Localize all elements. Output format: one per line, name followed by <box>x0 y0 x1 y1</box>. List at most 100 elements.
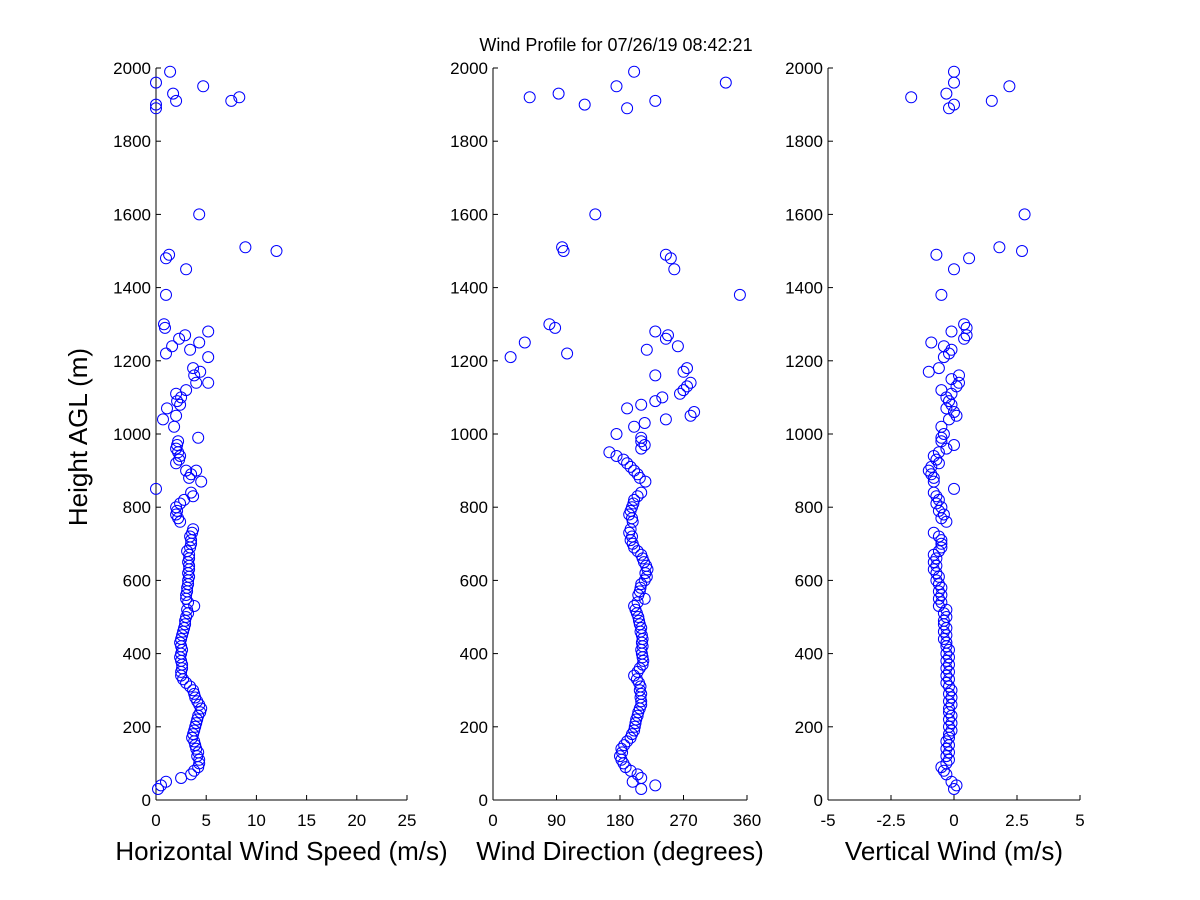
data-point <box>628 420 641 433</box>
y-axis-label: Height AGL (m) <box>63 348 93 526</box>
data-point <box>635 772 648 784</box>
data-point <box>1018 208 1031 221</box>
x-tick-label: 0 <box>949 811 958 830</box>
data-point <box>185 768 198 781</box>
data-point <box>922 464 935 477</box>
data-point <box>166 340 179 353</box>
data-point <box>950 409 963 422</box>
y-tick-label: 1200 <box>785 352 823 371</box>
data-point <box>615 742 628 755</box>
data-point <box>930 490 943 503</box>
data-point <box>943 728 955 741</box>
x-axis-label-wind-direction: Wind Direction (degrees) <box>476 836 764 866</box>
data-point <box>626 728 638 741</box>
data-point <box>635 431 648 444</box>
data-point <box>171 395 184 408</box>
data-point <box>937 614 950 627</box>
panel-vertical-wind: 0 200 400 600 800 1000 1200 1400 1600 1800 2000 -5 -… <box>785 59 1085 866</box>
data-point <box>649 395 662 408</box>
data-point <box>179 618 192 631</box>
x-tick-label: -2.5 <box>876 811 905 830</box>
data-point <box>160 775 172 788</box>
data-point <box>733 288 746 301</box>
y-tick-label: 1400 <box>785 279 823 298</box>
y-tick-label: 400 <box>795 645 823 664</box>
data-point <box>940 629 953 642</box>
data-point <box>627 497 640 510</box>
x-tick-label: 5 <box>1075 811 1084 830</box>
data-point <box>948 98 960 111</box>
data-point <box>170 409 183 422</box>
x-tick-label: 360 <box>733 811 761 830</box>
y-tick-label: 1600 <box>113 205 151 224</box>
y-tick-label: 0 <box>814 791 823 810</box>
data-point <box>195 475 208 488</box>
y-tick-label: 600 <box>123 571 151 590</box>
y-tick-label: 400 <box>123 645 151 664</box>
data-point <box>684 376 697 389</box>
data-point <box>940 735 953 748</box>
data-point <box>674 387 686 400</box>
data-point <box>671 340 684 353</box>
data-point <box>170 501 183 514</box>
data-point <box>940 757 953 770</box>
data-point <box>628 669 641 682</box>
data-point <box>631 768 644 781</box>
data-point <box>631 490 644 503</box>
data-point <box>930 248 943 261</box>
data-point <box>945 691 958 704</box>
y-tick-label: 1400 <box>113 279 151 298</box>
data-point <box>638 439 651 451</box>
data-point <box>610 450 623 462</box>
data-point <box>180 384 193 397</box>
data-point <box>610 428 623 440</box>
data-point <box>925 468 938 481</box>
chart-title: Wind Profile for 07/26/19 08:42:21 <box>479 35 752 55</box>
data-point <box>624 460 637 473</box>
data-point <box>633 585 646 598</box>
data-point <box>188 369 201 382</box>
data-point <box>940 654 953 667</box>
data-point <box>160 252 172 265</box>
data-point <box>943 651 955 664</box>
data-point <box>940 750 953 763</box>
data-point <box>150 98 162 111</box>
data-point <box>932 578 945 591</box>
data-point <box>621 402 634 415</box>
data-point <box>948 65 960 78</box>
data-point <box>270 245 283 257</box>
y-tick-label: 1800 <box>113 132 151 151</box>
data-point <box>640 343 653 356</box>
data-point <box>518 336 531 349</box>
data-point <box>935 534 948 547</box>
data-point <box>948 482 960 495</box>
data-point <box>187 684 200 697</box>
data-point <box>633 684 646 697</box>
data-point <box>190 376 203 389</box>
data-point <box>943 658 955 671</box>
data-point <box>552 87 565 100</box>
data-point <box>937 340 950 353</box>
data-point <box>628 493 641 506</box>
y-tick-label: 1200 <box>113 352 151 371</box>
x-tick-label: 0 <box>151 811 160 830</box>
data-point <box>656 391 669 404</box>
data-point <box>523 91 536 104</box>
data-point <box>202 325 215 338</box>
data-point <box>628 600 641 612</box>
data-point <box>621 457 634 470</box>
y-tick-label: 600 <box>460 571 488 590</box>
data-point <box>719 76 732 89</box>
data-point <box>935 288 948 301</box>
data-point <box>930 559 943 572</box>
data-point <box>684 409 697 422</box>
data-point <box>626 530 638 543</box>
data-point <box>943 746 955 759</box>
data-point <box>635 548 648 561</box>
data-point <box>184 343 197 356</box>
panel-wind-direction: 0 200 400 600 800 1000 1200 1400 1600 1800 2000 0 90… <box>450 59 764 866</box>
data-point <box>621 102 634 115</box>
data-point <box>937 764 950 777</box>
y-tick-label: 1600 <box>785 205 823 224</box>
